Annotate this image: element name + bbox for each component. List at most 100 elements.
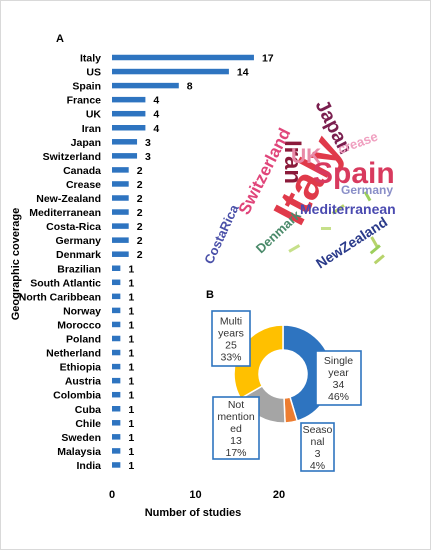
panel-a-label: A bbox=[56, 33, 64, 45]
bar-value-label: 3 bbox=[145, 151, 151, 163]
bar bbox=[112, 462, 121, 468]
panel-b-label: B bbox=[206, 289, 214, 301]
bar-value-label: 3 bbox=[145, 137, 151, 149]
bar-value-label: 2 bbox=[137, 193, 143, 205]
bar-category-label: Crease bbox=[66, 179, 101, 191]
bar bbox=[112, 293, 121, 300]
bar-category-label: Switzerland bbox=[43, 151, 101, 163]
bar-category-label: Malaysia bbox=[57, 446, 101, 458]
bar-category-label: Japan bbox=[71, 137, 101, 149]
bar-category-label: Norway bbox=[63, 305, 101, 317]
word-cloud-word: UK bbox=[291, 145, 321, 168]
bar bbox=[112, 307, 121, 314]
bar bbox=[112, 377, 121, 384]
bar-category-label: Austria bbox=[65, 376, 101, 388]
bar-value-label: 2 bbox=[137, 221, 143, 233]
callout-text-line: Multi bbox=[220, 316, 242, 328]
bar-value-label: 8 bbox=[187, 81, 193, 93]
word-cloud-fragment bbox=[331, 204, 345, 215]
bar bbox=[112, 279, 121, 286]
bar bbox=[112, 167, 129, 173]
bar-value-label: 2 bbox=[137, 165, 143, 177]
callout-text-line: 33% bbox=[220, 352, 241, 364]
bar-value-label: 1 bbox=[128, 432, 134, 444]
bar-value-label: 1 bbox=[128, 376, 134, 388]
bar bbox=[112, 349, 121, 356]
word-cloud-fragment bbox=[321, 227, 331, 230]
bar-value-label: 1 bbox=[128, 263, 134, 275]
bar bbox=[112, 237, 129, 243]
bar-value-label: 2 bbox=[137, 179, 143, 191]
bar-value-label: 1 bbox=[128, 348, 134, 360]
callout-text-line: ed bbox=[230, 423, 242, 435]
bar-category-label: Mediterranean bbox=[29, 207, 101, 219]
bar-category-label: Spain bbox=[72, 81, 101, 93]
x-axis-tick-labels: 0 10 20 bbox=[109, 489, 285, 501]
bar-category-label: Netherland bbox=[46, 348, 101, 360]
word-cloud-fragment bbox=[370, 236, 379, 249]
bar bbox=[112, 223, 129, 229]
callout-box bbox=[300, 422, 335, 472]
word-cloud-word: Spain bbox=[313, 157, 395, 190]
word-cloud-word: Germany bbox=[341, 183, 393, 197]
bar-category-label: New-Zealand bbox=[36, 193, 101, 205]
bar-value-label: 1 bbox=[128, 418, 134, 430]
bar bbox=[112, 265, 121, 271]
bar bbox=[112, 406, 121, 412]
bar bbox=[112, 448, 121, 454]
callout-text-line: years bbox=[218, 328, 244, 340]
bar bbox=[112, 68, 229, 75]
bar bbox=[112, 363, 121, 370]
bar-category-label: US bbox=[86, 67, 101, 79]
bar-category-label: Poland bbox=[66, 334, 101, 346]
bar-value-label: 1 bbox=[128, 446, 134, 458]
bar-value-label: 17 bbox=[262, 53, 274, 65]
bar bbox=[112, 195, 129, 201]
callout-box bbox=[211, 310, 251, 367]
bar-category-label: India bbox=[76, 460, 101, 472]
bar-category-label: North Caribbean bbox=[19, 291, 101, 303]
bar bbox=[112, 110, 146, 117]
bar-category-label: Ethiopia bbox=[60, 362, 102, 374]
word-cloud-word: Mediterranean bbox=[300, 201, 396, 217]
callout-text-line: 34 bbox=[333, 379, 345, 391]
bar bbox=[112, 181, 129, 187]
bar-value-label: 1 bbox=[128, 334, 134, 346]
callout-text-line: 25 bbox=[225, 340, 237, 352]
bar-category-label: South Atlantic bbox=[30, 277, 101, 289]
callout-text-line: 4% bbox=[310, 460, 325, 472]
callout-box bbox=[212, 396, 260, 460]
bar-category-label: Chile bbox=[75, 418, 101, 430]
bar-category-label: Morocco bbox=[57, 319, 101, 331]
callout-text-line: year bbox=[328, 367, 349, 379]
bar-value-label: 2 bbox=[137, 249, 143, 261]
callout-text-line: 17% bbox=[225, 447, 246, 459]
y-axis-title: Geographic coverage bbox=[10, 208, 22, 321]
word-cloud-fragment bbox=[288, 244, 301, 253]
bar bbox=[112, 434, 121, 440]
bar-value-label: 1 bbox=[128, 305, 134, 317]
bar-value-label: 14 bbox=[237, 67, 249, 79]
bar bbox=[112, 82, 179, 89]
callout-text-line: 3 bbox=[315, 448, 321, 460]
callout-text-line: mention bbox=[217, 411, 255, 423]
x-axis-title: Number of studies bbox=[145, 507, 242, 519]
bar-category-label: Brazilian bbox=[57, 263, 101, 275]
bar-value-label: 4 bbox=[153, 95, 159, 107]
bar bbox=[112, 139, 138, 145]
word-cloud-fragment bbox=[369, 244, 381, 255]
bar-value-label: 1 bbox=[128, 390, 134, 402]
bar-value-label: 1 bbox=[128, 277, 134, 289]
callout-text-line: 46% bbox=[328, 391, 349, 403]
bar bbox=[112, 209, 129, 215]
callout-text-line: Single bbox=[324, 355, 353, 367]
bar bbox=[112, 251, 129, 257]
